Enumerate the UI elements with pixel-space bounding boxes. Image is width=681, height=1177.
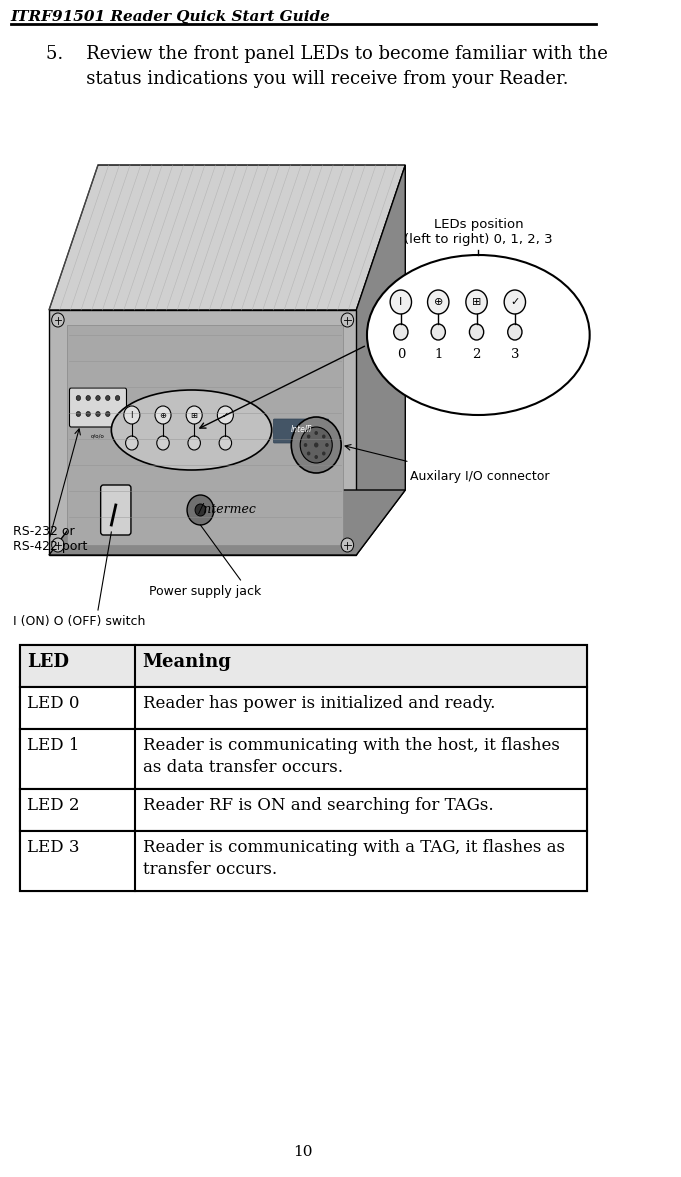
Text: RS-232 or
RS-422 port: RS-232 or RS-422 port xyxy=(14,525,88,553)
Circle shape xyxy=(341,313,353,327)
Text: ⊕: ⊕ xyxy=(159,411,167,419)
FancyBboxPatch shape xyxy=(101,485,131,536)
Circle shape xyxy=(219,435,232,450)
Circle shape xyxy=(304,443,307,447)
Circle shape xyxy=(314,443,319,447)
Bar xyxy=(20,645,587,891)
Text: I (ON) O (OFF) switch: I (ON) O (OFF) switch xyxy=(14,616,146,629)
Text: Reader has power is initialized and ready.: Reader has power is initialized and read… xyxy=(142,694,495,712)
Text: Reader RF is ON and searching for TAGs.: Reader RF is ON and searching for TAGs. xyxy=(142,797,493,814)
Circle shape xyxy=(124,406,140,424)
Circle shape xyxy=(315,431,318,435)
Circle shape xyxy=(315,455,318,459)
Circle shape xyxy=(195,504,206,516)
Text: ⊕: ⊕ xyxy=(434,297,443,307)
Circle shape xyxy=(125,435,138,450)
Bar xyxy=(20,645,587,687)
Text: 2: 2 xyxy=(473,348,481,361)
Text: transfer occurs.: transfer occurs. xyxy=(142,862,276,878)
Text: ⊞: ⊞ xyxy=(472,297,481,307)
Polygon shape xyxy=(67,325,343,545)
Circle shape xyxy=(504,290,526,314)
Circle shape xyxy=(466,290,487,314)
Text: status indications you will receive from your Reader.: status indications you will receive from… xyxy=(46,69,569,88)
Circle shape xyxy=(508,324,522,340)
Circle shape xyxy=(291,417,341,473)
Text: LED 1: LED 1 xyxy=(27,737,79,754)
Text: ✓: ✓ xyxy=(510,297,520,307)
Text: ✓: ✓ xyxy=(222,411,229,419)
Circle shape xyxy=(155,406,171,424)
Polygon shape xyxy=(49,165,405,310)
Text: 10: 10 xyxy=(293,1145,313,1159)
Text: Reader is communicating with a TAG, it flashes as: Reader is communicating with a TAG, it f… xyxy=(142,839,565,856)
Circle shape xyxy=(106,412,110,417)
Polygon shape xyxy=(49,310,356,556)
Text: Auxilary I/O connector: Auxilary I/O connector xyxy=(410,470,550,483)
FancyBboxPatch shape xyxy=(69,388,127,427)
Text: 0: 0 xyxy=(396,348,405,361)
FancyBboxPatch shape xyxy=(274,419,329,443)
Text: as data transfer occurs.: as data transfer occurs. xyxy=(142,759,343,776)
Circle shape xyxy=(300,427,332,463)
Circle shape xyxy=(186,406,202,424)
Text: LED: LED xyxy=(27,653,69,671)
Circle shape xyxy=(115,395,120,400)
Text: Power supply jack: Power supply jack xyxy=(148,585,261,598)
Bar xyxy=(20,687,587,729)
Text: Meaning: Meaning xyxy=(142,653,232,671)
Ellipse shape xyxy=(112,390,272,470)
Text: I: I xyxy=(131,411,133,419)
Polygon shape xyxy=(356,165,405,556)
Circle shape xyxy=(431,324,445,340)
Text: 1: 1 xyxy=(434,348,443,361)
Circle shape xyxy=(86,395,91,400)
Bar xyxy=(20,729,587,789)
Circle shape xyxy=(307,452,311,455)
Circle shape xyxy=(96,412,100,417)
Text: /ntermec: /ntermec xyxy=(199,504,255,517)
Bar xyxy=(20,831,587,891)
Circle shape xyxy=(106,395,110,400)
Circle shape xyxy=(325,443,329,447)
Text: ITRF91501 Reader Quick Start Guide: ITRF91501 Reader Quick Start Guide xyxy=(11,9,330,24)
Circle shape xyxy=(217,406,234,424)
Text: Intelli̅̅̅: Intelli̅̅̅ xyxy=(291,426,312,434)
Circle shape xyxy=(307,434,311,439)
Text: LED 0: LED 0 xyxy=(27,694,79,712)
Circle shape xyxy=(187,496,214,525)
Bar xyxy=(20,789,587,831)
Circle shape xyxy=(390,290,411,314)
Polygon shape xyxy=(49,490,405,556)
Circle shape xyxy=(86,412,91,417)
Text: LED 2: LED 2 xyxy=(27,797,79,814)
Circle shape xyxy=(322,452,326,455)
Circle shape xyxy=(394,324,408,340)
Circle shape xyxy=(52,313,64,327)
Circle shape xyxy=(322,434,326,439)
Circle shape xyxy=(341,538,353,552)
Text: LEDs position
(left to right) 0, 1, 2, 3: LEDs position (left to right) 0, 1, 2, 3 xyxy=(404,218,553,246)
Ellipse shape xyxy=(367,255,590,415)
Circle shape xyxy=(469,324,484,340)
Circle shape xyxy=(96,395,100,400)
Text: Reader is communicating with the host, it flashes: Reader is communicating with the host, i… xyxy=(142,737,559,754)
Circle shape xyxy=(188,435,200,450)
Text: 3: 3 xyxy=(511,348,519,361)
Text: I: I xyxy=(399,297,402,307)
Circle shape xyxy=(52,538,64,552)
Circle shape xyxy=(428,290,449,314)
Text: LED 3: LED 3 xyxy=(27,839,79,856)
Text: 5.    Review the front panel LEDs to become familiar with the: 5. Review the front panel LEDs to become… xyxy=(46,45,608,64)
Text: o/o/o: o/o/o xyxy=(91,433,105,438)
Text: ⊞: ⊞ xyxy=(191,411,197,419)
Circle shape xyxy=(76,395,80,400)
Circle shape xyxy=(76,412,80,417)
Circle shape xyxy=(157,435,170,450)
